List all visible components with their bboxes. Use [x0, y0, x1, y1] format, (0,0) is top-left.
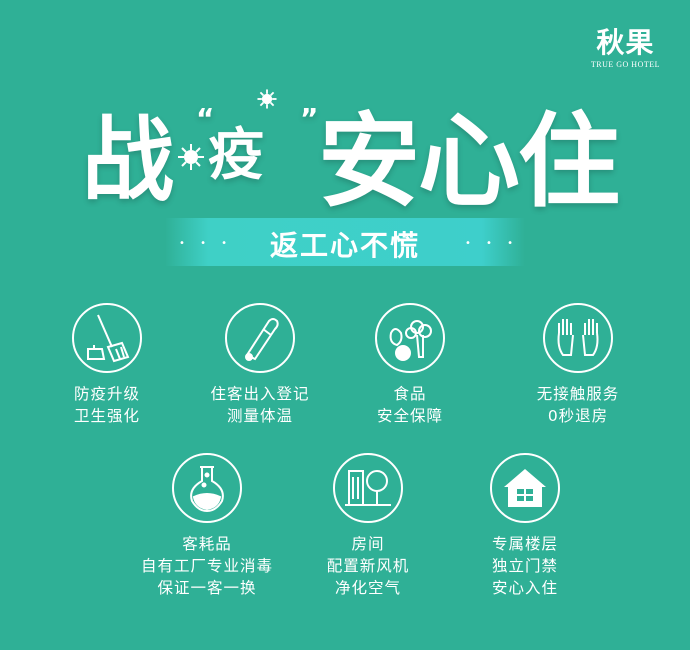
feature-line: 房间	[351, 535, 385, 553]
brand-name-cn: 秋果	[596, 26, 655, 59]
subtitle-text: 返工心不慌	[269, 229, 420, 262]
feature-line: 专属楼层	[491, 535, 558, 553]
feature-line: 卫生强化	[73, 407, 140, 425]
feature-line: 净化空气	[334, 579, 401, 597]
brand-logo: 秋果 TRUE GO HOTEL	[590, 26, 660, 70]
feature-food-safety: 食品 安全保障	[350, 303, 470, 427]
gloves-icon	[543, 303, 613, 373]
quote-open: “	[196, 102, 215, 135]
feature-line: 客耗品	[182, 535, 232, 553]
feature-contactless: 无接触服务 0秒退房	[508, 303, 648, 427]
headline-part2: 疫	[208, 123, 264, 188]
headline: 战 “ 疫 ” 安心住	[0, 80, 690, 222]
house-icon	[490, 453, 560, 523]
broom-dustpan-icon	[72, 303, 142, 373]
feature-line: 防疫升级	[73, 385, 140, 403]
virus-icon	[178, 144, 204, 170]
feature-line: 无接触服务	[536, 385, 620, 403]
feature-line: 配置新风机	[326, 557, 410, 575]
feature-line: 测量体温	[226, 407, 293, 425]
thermometer-icon	[225, 303, 295, 373]
headline-part3: 安心住	[318, 103, 620, 222]
virus-icon	[257, 89, 277, 109]
feature-line: 独立门禁	[491, 557, 558, 575]
banner-dots-right: • • •	[464, 238, 519, 249]
feature-line: 保证一客一换	[157, 579, 257, 597]
vegetables-icon	[375, 303, 445, 373]
feature-line: 0秒退房	[547, 407, 609, 425]
flask-icon	[172, 453, 242, 523]
feature-fresh-air: 房间 配置新风机 净化空气	[303, 453, 433, 599]
feature-amenities: 客耗品 自有工厂专业消毒 保证一客一换	[122, 453, 292, 599]
feature-line: 住客出入登记	[210, 385, 310, 403]
feature-line: 自有工厂专业消毒	[140, 557, 273, 575]
feature-line: 安心入住	[491, 579, 558, 597]
feature-exclusive-floor: 专属楼层 独立门禁 安心入住	[460, 453, 590, 599]
feature-line: 食品	[393, 385, 427, 403]
feature-hygiene: 防疫升级 卫生强化	[42, 303, 172, 427]
brand-name-en: TRUE GO HOTEL	[590, 60, 660, 69]
quote-close: ”	[300, 102, 319, 135]
headline-part1: 战	[82, 107, 175, 214]
banner-dots-left: • • •	[179, 238, 234, 249]
subtitle-banner: • • • 返工心不慌 • • •	[165, 218, 525, 266]
feature-temperature: 住客出入登记 测量体温	[195, 303, 325, 427]
feature-line: 安全保障	[376, 407, 443, 425]
building-tree-icon	[333, 453, 403, 523]
